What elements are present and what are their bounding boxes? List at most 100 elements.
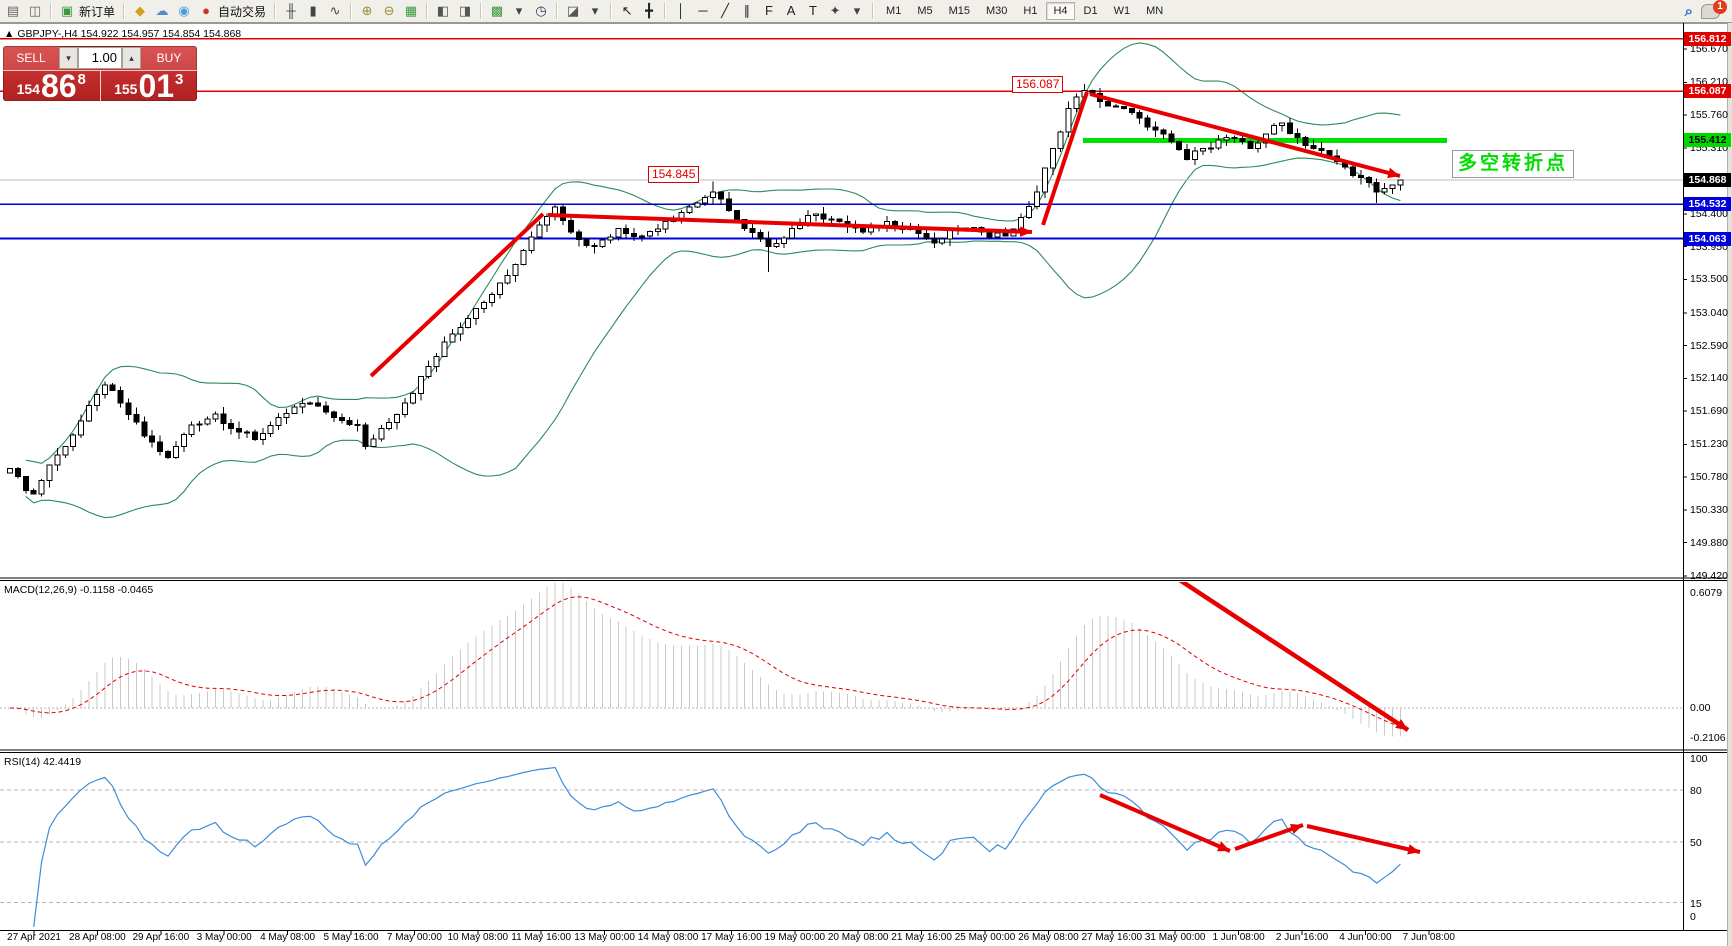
fibonacci-icon[interactable]: F xyxy=(765,3,773,18)
signals-icon[interactable]: ◉ xyxy=(178,3,190,18)
time-axis-label: 25 May 00:00 xyxy=(954,932,1016,943)
trendline-icon[interactable]: ╱ xyxy=(721,3,729,18)
price-axis-badge-154868: 154.868 xyxy=(1684,173,1731,187)
notification-count-badge: 1 xyxy=(1713,0,1727,14)
candle-chart-icon[interactable]: ▮ xyxy=(309,3,317,18)
trend-arrow xyxy=(1178,582,1410,732)
window-icon[interactable]: ▤ xyxy=(6,3,20,18)
timeframe-h4[interactable]: H4 xyxy=(1046,2,1075,20)
line-chart-icon[interactable]: ∿ xyxy=(329,3,341,18)
timeframe-m15[interactable]: M15 xyxy=(948,5,970,17)
sell-button[interactable]: SELL xyxy=(3,46,59,70)
cursor-icon[interactable]: ↖ xyxy=(621,3,633,18)
crosshair-icon[interactable]: ╋ xyxy=(645,3,653,18)
macd-layer xyxy=(0,582,1683,737)
arrange-left-icon[interactable]: ◧ xyxy=(436,3,450,18)
new-order-label: 新订单 xyxy=(79,4,116,19)
chevron-down-icon[interactable]: ▾ xyxy=(853,3,861,18)
timeframe-w1[interactable]: W1 xyxy=(1113,5,1131,17)
macd-axis-label: -0.2106 xyxy=(1690,732,1726,744)
tile-windows-icon[interactable]: ▦ xyxy=(404,3,418,18)
timeframe-m5[interactable]: M5 xyxy=(917,5,933,17)
timeframe-mn[interactable]: MN xyxy=(1146,5,1164,17)
toolbar-separator xyxy=(610,3,613,19)
buy-price-big: 01 xyxy=(138,68,175,104)
timeframe-m1[interactable]: M1 xyxy=(886,5,902,17)
notifications-icon[interactable]: 1 xyxy=(1701,0,1727,19)
vline-icon[interactable]: │ xyxy=(676,3,686,18)
time-axis-label: 27 Apr 2021 xyxy=(7,932,61,943)
trend-arrow xyxy=(1306,824,1421,854)
clock-icon[interactable]: ◷ xyxy=(535,3,547,18)
gold-icon[interactable]: ◆ xyxy=(135,3,146,18)
chart-template-icon[interactable]: ◪ xyxy=(566,3,580,18)
arrange-right-icon[interactable]: ◨ xyxy=(458,3,472,18)
time-axis-label: 28 Apr 08:00 xyxy=(69,932,126,943)
channel-icon[interactable]: ∥ xyxy=(743,3,751,18)
market-icon[interactable]: ● xyxy=(202,3,210,18)
zoom-in-icon[interactable]: ⊕ xyxy=(361,3,373,18)
sell-price-sup: 8 xyxy=(77,71,86,88)
time-axis-label: 11 May 16:00 xyxy=(511,932,572,943)
chevron-down-icon[interactable]: ▾ xyxy=(591,3,599,18)
price-axis-tick-label: 156.670 xyxy=(1690,43,1728,55)
toolbar-separator xyxy=(872,3,875,19)
toolbar-separator xyxy=(350,3,353,19)
price-axis-badge-154532: 154.532 xyxy=(1684,197,1731,212)
price-annotation-154845[interactable]: 154.845 xyxy=(648,166,700,183)
price-annotation-156087[interactable]: 156.087 xyxy=(1012,76,1064,93)
price-axis-tick-label: 153.500 xyxy=(1690,273,1728,286)
zoom-out-icon[interactable]: ⊖ xyxy=(383,3,395,18)
price-axis-tick-label: 150.330 xyxy=(1690,503,1728,516)
rsi-axis-label: 80 xyxy=(1690,784,1702,797)
time-axis-label: 7 Jun 08:00 xyxy=(1402,932,1455,943)
price-axis-tick-label: 152.590 xyxy=(1690,339,1728,352)
time-axis-label: 29 Apr 16:00 xyxy=(132,932,190,943)
price-axis-tick-label: 153.040 xyxy=(1690,306,1728,319)
search-icon[interactable]: ⌕ xyxy=(1684,2,1693,20)
toolbar-separator xyxy=(480,3,483,19)
bar-chart-icon[interactable]: ╫ xyxy=(286,3,296,18)
price-axis-tick-label: 151.690 xyxy=(1690,405,1728,418)
price-axis-tick-label: 149.420 xyxy=(1690,570,1728,583)
timeframe-h1[interactable]: H1 xyxy=(1023,5,1038,17)
rsi-value: 42.4419 xyxy=(43,756,82,768)
new-order-icon[interactable]: ▣ xyxy=(60,3,74,18)
symbol-ohlc-values: 154.922 154.957 154.854 154.868 xyxy=(80,28,242,40)
label-icon[interactable]: T xyxy=(809,3,817,18)
bollinger-lower-band xyxy=(25,157,1401,519)
collapse-triangle-icon[interactable]: ▲ xyxy=(4,28,15,40)
buy-price[interactable]: 155 01 3 xyxy=(101,68,198,104)
trend-arrow xyxy=(1041,91,1089,226)
timeframe-m30[interactable]: M30 xyxy=(986,5,1008,17)
trend-arrowhead xyxy=(1217,841,1230,852)
price-axis-tick-label: 152.140 xyxy=(1690,372,1728,385)
shapes-icon[interactable]: ✦ xyxy=(829,3,841,18)
chart-search-icon[interactable]: ◫ xyxy=(28,3,42,18)
text-annotation-note[interactable]: 多空转折点 xyxy=(1452,150,1575,178)
toolbar: ▤ ◫ ▣ 新订单 ◆ ☁ ◉ ● 自动交易 ╫ ▮ ∿ ⊕ ⊖ ▦ ◧ ◨ ▩ ▾ ◷ ◪ ▾ ↖ ╋ │ ─ ╱ ∥ F A T ✦ ▾ M1… xyxy=(0,0,1732,23)
buy-button[interactable]: BUY xyxy=(141,46,197,70)
community-icon[interactable]: ☁ xyxy=(155,3,169,18)
new-chart-icon[interactable]: ▩ xyxy=(490,3,504,18)
time-axis-label: 4 Jun 00:00 xyxy=(1339,932,1392,943)
toolbar-separator xyxy=(426,3,429,19)
volume-input[interactable]: 1.00 xyxy=(78,47,122,69)
time-axis-label: 21 May 16:00 xyxy=(891,932,952,943)
volume-decrement-button[interactable]: ▾ xyxy=(59,47,78,69)
symbol-name: GBPJPY-,H4 xyxy=(17,28,78,40)
sell-price-prefix: 154 xyxy=(16,81,40,97)
timeframe-d1[interactable]: D1 xyxy=(1083,5,1098,17)
volume-increment-button[interactable]: ▴ xyxy=(122,47,141,69)
time-axis-label: 17 May 16:00 xyxy=(701,932,762,943)
rsi-axis-label: 15 xyxy=(1690,897,1702,910)
chevron-down-icon[interactable]: ▾ xyxy=(515,3,523,18)
candles xyxy=(7,83,1404,497)
sell-price[interactable]: 154 86 8 xyxy=(3,70,101,102)
macd-indicator-label: MACD(12,26,9) -0.1158 -0.0465 xyxy=(4,584,154,596)
hline-icon[interactable]: ─ xyxy=(698,3,708,18)
text-icon[interactable]: A xyxy=(786,3,796,18)
price-axis-badge-156087: 156.087 xyxy=(1684,84,1731,99)
